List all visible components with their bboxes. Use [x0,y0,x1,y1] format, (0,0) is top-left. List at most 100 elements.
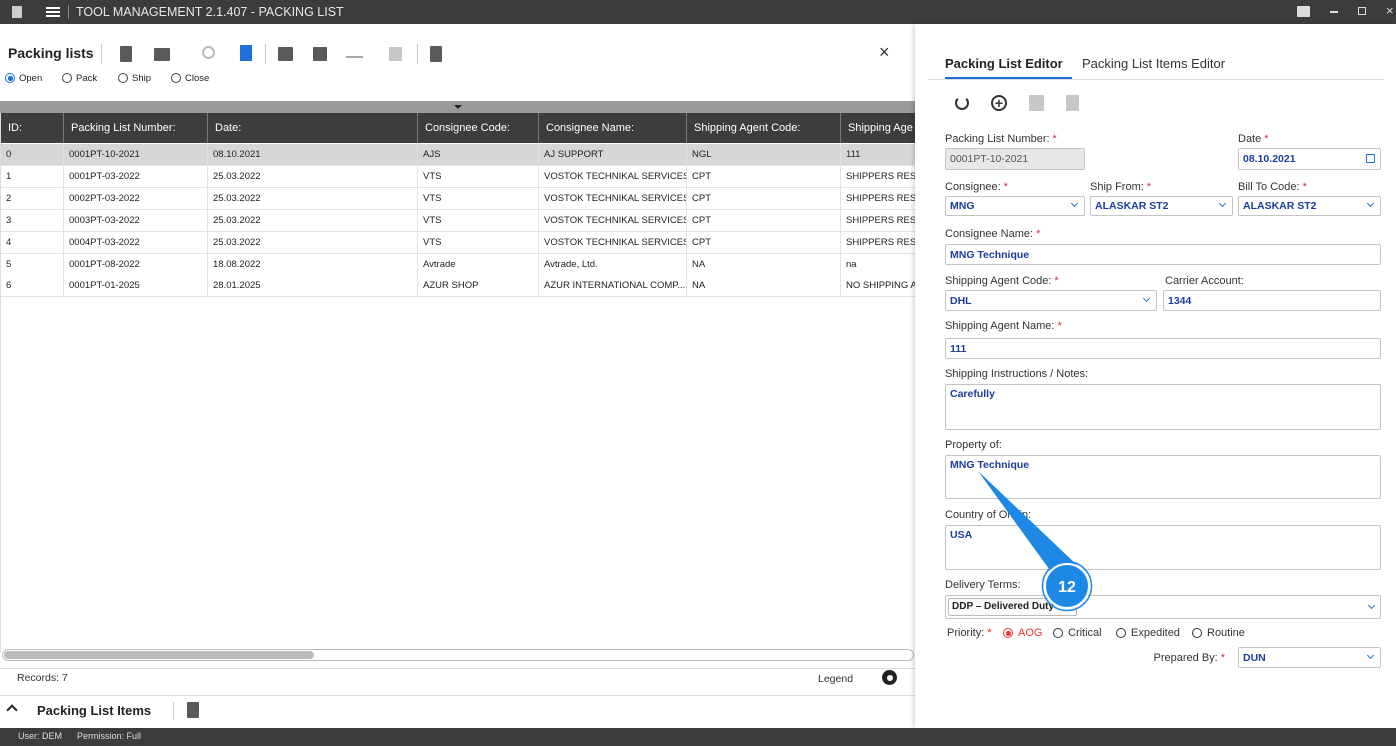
table-cell[interactable]: SHIPPERS RESPO [841,165,915,188]
table-cell[interactable]: 25.03.2022 [208,165,418,188]
field-input[interactable]: ALASKAR ST2 [1238,196,1381,216]
calendar-icon[interactable] [1366,154,1375,163]
items-editor-tab[interactable]: Packing List Items Editor [1082,56,1226,71]
table-cell[interactable]: 25.03.2022 [208,187,418,210]
table-cell[interactable]: AZUR SHOP [418,275,539,298]
minimize-button[interactable] [1330,11,1338,13]
restore-button[interactable] [1358,7,1366,15]
table-cell[interactable]: NO SHIPPING A [841,275,915,298]
filter-radio[interactable] [62,73,72,83]
table-cell[interactable]: CPT [687,231,841,254]
table-cell[interactable]: 4 [1,231,64,254]
calculator-icon[interactable] [187,702,199,718]
field-input[interactable]: 1344 [1163,290,1381,311]
table-cell[interactable]: 1 [1,165,64,188]
menu-button[interactable] [46,7,60,17]
table-cell[interactable]: 0001PT-01-2025 [64,275,208,298]
table-cell[interactable]: 08.10.2021 [208,144,418,166]
close-panel-button[interactable]: × [879,42,890,62]
field-input[interactable]: MNG Technique [945,455,1381,499]
close-window-button[interactable]: × [1386,3,1394,18]
calculator-icon[interactable] [120,46,132,62]
table-cell[interactable]: CPT [687,165,841,188]
table-cell[interactable]: VOSTOK TECHNIKAL SERVICES [539,209,687,232]
package-icon[interactable] [313,47,327,61]
table-cell[interactable]: SHIPPERS RESPO [841,187,915,210]
clipboard-icon[interactable] [430,46,442,62]
table-cell[interactable]: Avtrade, Ltd. [539,253,687,276]
table-cell[interactable]: AJS [418,144,539,166]
table-cell[interactable]: 0002PT-03-2022 [64,187,208,210]
print-icon[interactable] [154,48,170,61]
horizontal-scrollbar[interactable] [2,649,914,661]
table-cell[interactable]: 0003PT-03-2022 [64,209,208,232]
table-cell[interactable]: VOSTOK TECHNIKAL SERVICES [539,165,687,188]
table-cell[interactable]: 0001PT-03-2022 [64,165,208,188]
ship-icon[interactable] [346,50,363,58]
table-cell[interactable]: SHIPPERS RESPO [841,231,915,254]
table-cell[interactable]: VTS [418,187,539,210]
column-header: Shipping Age [841,113,915,143]
field-input[interactable]: DHL [945,290,1157,311]
field-input[interactable]: 08.10.2021 [1238,148,1381,170]
table-cell[interactable]: 6 [1,275,64,298]
table-cell[interactable]: 0001PT-08-2022 [64,253,208,276]
field-input[interactable]: 0001PT-10-2021 [945,148,1085,170]
filter-radio[interactable] [5,73,15,83]
close-icon[interactable] [389,47,402,61]
table-cell[interactable]: 111 [841,144,915,166]
table-cell[interactable]: VTS [418,231,539,254]
table-cell[interactable]: 25.03.2022 [208,231,418,254]
items-panel-title: Packing List Items [37,703,152,718]
field-value: Carefully [950,388,995,400]
undo-button[interactable] [955,96,969,110]
window-title: TOOL MANAGEMENT 2.1.407 - PACKING LIST [76,5,344,19]
table-cell[interactable]: 2 [1,187,64,210]
legend-button[interactable] [882,670,897,685]
table-cell[interactable]: AJ SUPPORT [539,144,687,166]
save-button[interactable] [1029,95,1044,111]
column-header: Date: [208,113,418,143]
table-cell[interactable]: NGL [687,144,841,166]
table-cell[interactable]: 0 [1,144,64,166]
table-cell[interactable]: VOSTOK TECHNIKAL SERVICES [539,187,687,210]
field-input[interactable]: Carefully [945,384,1381,430]
table-cell[interactable]: VTS [418,165,539,188]
status-bar: User: DEM Permission: Full [0,728,1396,746]
feedback-button[interactable] [1297,6,1310,17]
table-cell[interactable]: 25.03.2022 [208,209,418,232]
refresh-icon[interactable] [202,46,215,59]
field-input[interactable]: USA [945,525,1381,570]
field-input[interactable]: 111 [945,338,1381,359]
table-cell[interactable]: VOSTOK TECHNIKAL SERVICES [539,231,687,254]
field-input[interactable]: DDP – Delivered Duty [945,595,1381,619]
table-cell[interactable]: AZUR INTERNATIONAL COMP... [539,275,687,298]
field-input[interactable]: DUN [1238,647,1381,668]
callout-badge [1044,563,1090,609]
table-cell[interactable]: Avtrade [418,253,539,276]
table-cell[interactable]: 5 [1,253,64,276]
table-cell[interactable]: na [841,253,915,276]
home-icon[interactable] [278,47,293,61]
add-button[interactable]: + [991,95,1007,111]
delete-button[interactable] [1066,95,1079,111]
field-input[interactable]: MNG [945,196,1085,216]
filter-radio[interactable] [118,73,128,83]
field-input[interactable]: MNG Technique [945,244,1381,265]
new-document-icon[interactable] [240,45,252,61]
table-cell[interactable]: CPT [687,187,841,210]
field-input[interactable]: ALASKAR ST2 [1090,196,1233,216]
table-cell[interactable]: CPT [687,209,841,232]
table-cell[interactable]: 18.08.2022 [208,253,418,276]
table-cell[interactable]: SHIPPERS RESPO [841,209,915,232]
field-value: 08.10.2021 [1243,153,1296,165]
table-cell[interactable]: 28.01.2025 [208,275,418,298]
table-cell[interactable]: 0004PT-03-2022 [64,231,208,254]
table-cell[interactable]: 3 [1,209,64,232]
filter-radio[interactable] [171,73,181,83]
editor-tab[interactable]: Packing List Editor [945,56,1063,71]
table-cell[interactable]: 0001PT-10-2021 [64,144,208,166]
table-cell[interactable]: VTS [418,209,539,232]
table-cell[interactable]: NA [687,253,841,276]
table-cell[interactable]: NA [687,275,841,298]
